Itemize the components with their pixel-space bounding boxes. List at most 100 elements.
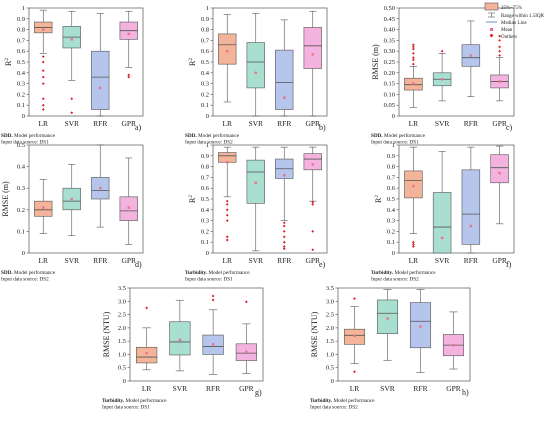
panel-caption: SDD. Model performance — [371, 132, 426, 139]
y-tick-label: 0.2 — [201, 228, 209, 235]
outlier-marker — [127, 73, 131, 77]
y-tick-label: 0.8 — [201, 164, 209, 171]
x-category-label: RFR — [93, 119, 107, 128]
outlier-marker — [225, 199, 229, 203]
y-tick-label: 0.6 — [201, 185, 210, 192]
plot-frame — [337, 287, 471, 382]
x-category-label: GPR — [121, 119, 136, 128]
outlier-marker — [311, 200, 315, 204]
panel-caption-rest: Model performance — [332, 397, 375, 404]
mean-marker — [419, 325, 422, 328]
box-svr — [376, 299, 399, 335]
outlier-marker — [411, 51, 415, 55]
outlier-marker — [498, 45, 502, 49]
outlier-marker — [440, 49, 444, 53]
x-category-label: RFR — [464, 256, 478, 265]
y-tick-label: 0.25 — [384, 59, 395, 66]
panel-caption-rest: Model performance — [13, 132, 56, 139]
outlier-marker — [41, 60, 45, 64]
x-category-label: LR — [222, 119, 232, 128]
y-tick-label: 0.9 — [201, 153, 209, 160]
y-tick-label: 0.15 — [384, 81, 395, 88]
outlier-marker — [282, 245, 286, 248]
y-tick-label: 1 — [22, 5, 25, 12]
y-tick-label: 0.4 — [201, 70, 210, 77]
x-category-label: SVR — [64, 256, 79, 265]
y-tick-label: 0 — [22, 113, 25, 120]
legend-whisker-label: Range within 1.5IQR — [501, 14, 545, 19]
box-rfr — [461, 169, 481, 245]
outlier-marker — [41, 69, 45, 73]
x-category-label: GPR — [305, 119, 320, 128]
legend-median-label: Median Line — [501, 21, 527, 26]
mean-marker — [226, 50, 229, 53]
x-category-label: GPR — [305, 256, 320, 265]
mean-marker — [440, 236, 444, 240]
y-axis-label: RMSE (m) — [371, 44, 380, 80]
box-lr — [218, 152, 237, 163]
y-tick-label: 0.45 — [384, 16, 395, 23]
panel-source: Input data source: DS1 — [185, 277, 233, 283]
mean-marker — [70, 38, 73, 41]
panel-caption: Turbidity. Model performance — [371, 269, 436, 276]
x-category-label: SVR — [380, 384, 395, 393]
box-rfr — [91, 50, 110, 110]
legend-mean-marker — [490, 28, 493, 31]
y-tick-label: 0 — [392, 250, 395, 257]
legend-box-label: 25%~75% — [501, 6, 522, 11]
y-tick-label: 1.0 — [326, 351, 334, 358]
outlier-marker — [225, 213, 229, 217]
box-svr — [432, 192, 452, 254]
panel-caption: Turbidity. Model performance — [185, 269, 250, 276]
outlier-marker — [41, 55, 45, 58]
mean-marker — [440, 78, 444, 81]
panel-source: Input data source: DS1 — [1, 140, 49, 146]
y-tick-label: 0.35 — [384, 37, 395, 44]
box-rfr — [275, 49, 294, 110]
y-tick-label: 0.10 — [384, 91, 395, 98]
y-tick-label: 0.8 — [201, 27, 209, 34]
mean-marker — [283, 96, 286, 99]
y-axis-label: R2 — [188, 58, 197, 66]
mean-marker — [226, 161, 229, 164]
outlier-marker — [211, 294, 215, 298]
y-axis-label: R2 — [188, 195, 197, 203]
outlier-marker — [282, 235, 286, 239]
outlier-marker — [411, 45, 415, 49]
y-axis-label: RMSE (NTU) — [102, 311, 111, 357]
y-tick-label: 0.20 — [384, 70, 395, 77]
outlier-marker — [411, 56, 415, 60]
chart-panel-2: 0 0.05 0.10 0.15 0.20 0.25 0.30 0.35 0.40 0.45 0.5… — [371, 5, 515, 146]
y-tick-label: 0.2 — [17, 207, 25, 214]
y-axis-label-superscript: 2 — [188, 58, 194, 61]
y-axis-label: RMSE (NTU) — [310, 311, 319, 357]
mean-marker — [254, 181, 257, 184]
outlier-marker — [353, 297, 356, 301]
outlier-marker — [41, 108, 45, 111]
y-axis-label-superscript: 2 — [374, 195, 380, 198]
y-tick-label: 0.4 — [17, 70, 26, 77]
box-lr — [218, 33, 237, 65]
outlier-marker — [498, 49, 502, 53]
y-tick-label: 0.7 — [17, 37, 26, 44]
panel-letter: f) — [506, 260, 512, 269]
mean-marker — [311, 53, 314, 56]
x-category-label: SVR — [435, 256, 450, 265]
panel-caption-rest: Model performance — [197, 132, 240, 139]
box-gpr — [303, 27, 322, 69]
x-category-label: RFR — [413, 384, 427, 393]
outlier-marker — [211, 298, 215, 302]
y-tick-label: 2.5 — [326, 312, 334, 319]
y-tick-label: 0.2 — [387, 228, 395, 235]
plot-frame — [28, 144, 144, 254]
mean-marker — [245, 350, 248, 353]
x-category-label: RFR — [206, 384, 220, 393]
y-tick-label: 0.50 — [384, 5, 395, 12]
outlier-marker — [411, 240, 415, 244]
outlier-marker — [311, 230, 315, 233]
mean-marker — [498, 80, 501, 83]
y-axis-label-superscript: 2 — [4, 58, 10, 61]
panel-caption-rest: Model performance — [383, 132, 426, 139]
